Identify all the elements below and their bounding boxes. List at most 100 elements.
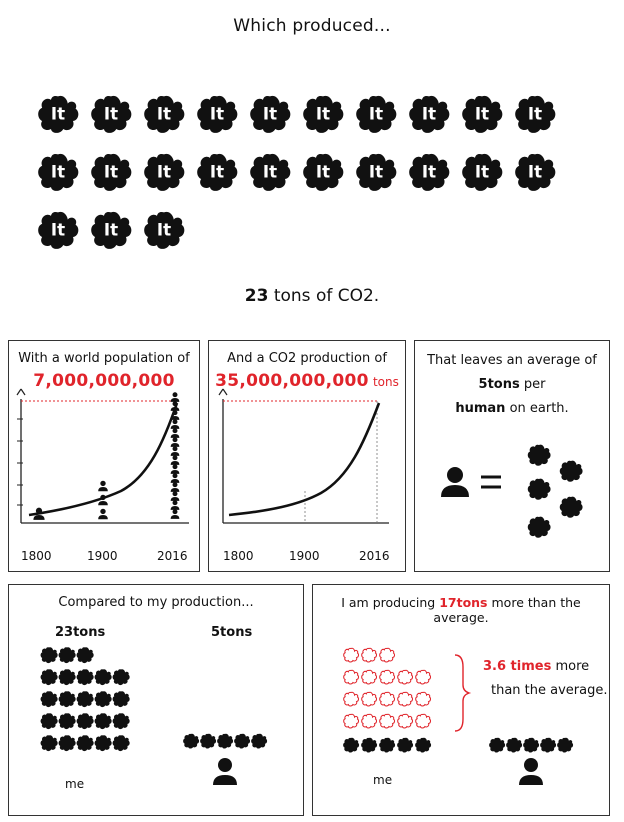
co2-ton-blob-icon: [540, 737, 557, 753]
co2-ton-outline-icon: [361, 713, 378, 729]
compare-right-label: 5tons: [211, 625, 253, 640]
co2-ton-blob-icon: It: [460, 92, 504, 136]
svg-text:It: It: [475, 162, 489, 182]
co2-ton-blob-icon: [94, 713, 112, 730]
person-icon: [170, 428, 180, 438]
co2-ton-blob-icon: [559, 496, 583, 518]
svg-text:It: It: [51, 220, 65, 240]
compare-diagram: [40, 647, 268, 785]
average-amount: 5tons: [478, 377, 520, 392]
svg-text:It: It: [51, 104, 65, 124]
person-icon: [170, 455, 180, 465]
co2-ton-blob-icon: [76, 735, 94, 752]
co2-ton-blob-icon: [559, 460, 583, 482]
co2-ton-outline-icon: [361, 691, 378, 707]
co2-ton-outline-icon: [397, 713, 414, 729]
person-icon: [170, 419, 180, 429]
svg-text:It: It: [157, 104, 171, 124]
co2-ton-blob-icon: It: [354, 150, 398, 194]
co2-ton-blob-icon: It: [407, 92, 451, 136]
co2-value: 35,000,000,000: [215, 371, 369, 391]
co2-ton-blob-icon: It: [36, 208, 80, 252]
co2-ton-outline-icon: [415, 691, 432, 707]
co2-ton-blob-icon: [343, 737, 360, 753]
svg-text:It: It: [104, 162, 118, 182]
svg-text:It: It: [528, 162, 542, 182]
person-icon: [98, 508, 108, 520]
co2-ton-blob-icon: It: [36, 150, 80, 194]
co2-tick-1900: 1900: [289, 549, 320, 563]
co2-ton-outline-icon: [415, 669, 432, 685]
co2-ton-blob-icon: [58, 669, 76, 686]
co2-ton-blob-icon: [234, 733, 251, 749]
average-panel: That leaves an average of 5tons per huma…: [414, 340, 610, 572]
co2-ton-blob-icon: [94, 691, 112, 708]
more-me-label: me: [373, 773, 393, 787]
co2-ton-blob-icon: It: [407, 150, 451, 194]
co2-ton-blob-icon: It: [142, 150, 186, 194]
co2-ton-blob-icon: [58, 735, 76, 752]
total-tons-unit: tons of CO2.: [273, 286, 380, 306]
co2-ton-blob-icon: [40, 691, 58, 708]
svg-text:It: It: [157, 162, 171, 182]
co2-ton-blob-icon: It: [195, 92, 239, 136]
svg-text:It: It: [422, 104, 436, 124]
co2-ton-blob-icon: [76, 713, 94, 730]
co2-ton-blob-icon: [40, 647, 58, 664]
co2-ton-blob-icon: It: [460, 150, 504, 194]
co2-ton-blob-icon: [94, 735, 112, 752]
population-panel-title: With a world population of: [18, 351, 190, 366]
co2-ton-outline-icon: [415, 713, 432, 729]
co2-ton-outline-icon: [361, 669, 378, 685]
more-line2: than the average.: [491, 683, 608, 698]
co2-ton-blob-icon: [361, 737, 378, 753]
page-title: Which produced...: [233, 16, 391, 36]
person-icon: [170, 464, 180, 474]
co2-ton-outline-icon: [397, 691, 414, 707]
person-icon: [170, 509, 180, 519]
co2-value-line: 35,000,000,000 tons: [209, 371, 405, 391]
person-icon: [170, 500, 180, 510]
co2-ton-blob-icon: [40, 735, 58, 752]
svg-text:It: It: [51, 162, 65, 182]
co2-ton-blob-icon: It: [301, 150, 345, 194]
co2-ton-blob-icon: [200, 733, 217, 749]
co2-tick-1800: 1800: [223, 549, 254, 563]
co2-ton-blob-icon: [527, 444, 551, 466]
svg-text:It: It: [157, 220, 171, 240]
svg-text:It: It: [104, 220, 118, 240]
co2-ton-blob-icon: [397, 737, 414, 753]
svg-text:It: It: [422, 162, 436, 182]
more-times: 3.6 times: [483, 659, 552, 674]
svg-text:It: It: [369, 104, 383, 124]
svg-text:It: It: [263, 104, 277, 124]
person-icon: [98, 494, 108, 506]
person-icon: [213, 758, 237, 785]
more-panel: I am producing 17tons more than the aver…: [312, 584, 610, 816]
total-tons-line: 23 tons of CO2.: [0, 286, 624, 306]
co2-ton-blob-icon: [112, 691, 130, 708]
co2-ton-blob-icon: [183, 733, 200, 749]
co2-ton-outline-icon: [397, 669, 414, 685]
co2-ton-blob-icon: [415, 737, 432, 753]
svg-text:It: It: [475, 104, 489, 124]
co2-ton-blob-icon: [489, 737, 506, 753]
co2-ton-blob-icon: [58, 713, 76, 730]
person-icon: [170, 446, 180, 456]
co2-ton-blob-icon: [379, 737, 396, 753]
person-icon: [170, 482, 180, 492]
more-title-value: 17tons: [439, 595, 488, 610]
svg-text:It: It: [316, 162, 330, 182]
co2-ton-outline-icon: [379, 647, 396, 663]
co2-ton-blob-icon: It: [89, 208, 133, 252]
co2-ton-blob-icon: [76, 691, 94, 708]
person-icon: [441, 467, 469, 497]
total-tons-amount: 23: [244, 286, 269, 306]
co2-unit: tons: [372, 375, 399, 389]
co2-ton-blob-icon: [76, 647, 94, 664]
co2-ton-outline-icon: [343, 669, 360, 685]
co2-ton-blob-icon: It: [248, 92, 292, 136]
co2-ton-outline-icon: [343, 647, 360, 663]
co2-tick-2016: 2016: [359, 549, 390, 563]
co2-panel: And a CO2 production of 35,000,000,000 t…: [208, 340, 406, 572]
